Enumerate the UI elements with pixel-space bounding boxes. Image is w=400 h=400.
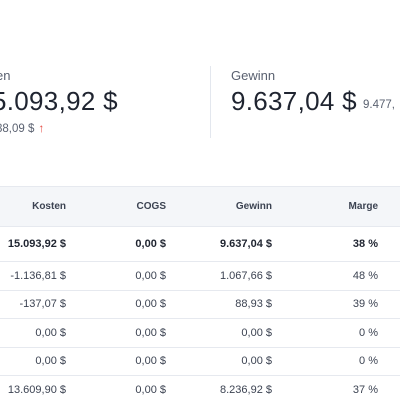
cell-kosten: -137,07 $: [0, 290, 66, 319]
column-header-marge[interactable]: Marge: [348, 201, 378, 212]
cell-gewinn: 88,93 $: [166, 290, 272, 319]
cell-gewinn: 0,00 $: [166, 318, 272, 348]
kpi-previous-value: 88,09 $: [0, 123, 35, 135]
arrow-up-icon: ↑: [38, 121, 45, 135]
cell-cogs: 0,00 $: [66, 347, 166, 376]
cell-kosten: 15.093,92 $: [0, 226, 66, 262]
kpi-value: 5.093,92 $: [0, 86, 118, 116]
cell-spacer: [378, 261, 400, 291]
cell-gewinn: 8.236,92 $: [166, 375, 272, 400]
profit-table: Kosten COGS Gewinn Marge 15.093,92 $ 0,0…: [0, 186, 400, 400]
kpi-card-kosten: en 5.093,92 $ 88,09 $↑: [0, 0, 210, 160]
column-header-cogs[interactable]: COGS: [136, 201, 166, 212]
cell-cogs: 0,00 $: [66, 226, 166, 262]
table-row[interactable]: 0,00 $ 0,00 $ 0,00 $ 0 %: [0, 347, 400, 376]
cell-cogs: 0,00 $: [66, 261, 166, 291]
cell-marge: 37 %: [272, 375, 378, 400]
table-header-row: Kosten COGS Gewinn Marge: [0, 186, 400, 227]
cell-cogs: 0,00 $: [66, 318, 166, 348]
column-header-kosten[interactable]: Kosten: [32, 201, 66, 212]
kpi-label: Gewinn: [231, 68, 276, 83]
kpi-label: en: [0, 68, 11, 83]
cell-kosten: -1.136,81 $: [0, 261, 66, 291]
column-spacer: [378, 187, 400, 227]
cell-cogs: 0,00 $: [66, 290, 166, 319]
cell-cogs: 0,00 $: [66, 375, 166, 400]
cell-marge: 48 %: [272, 261, 378, 291]
cell-kosten: 0,00 $: [0, 347, 66, 376]
column-header-gewinn[interactable]: Gewinn: [235, 201, 272, 212]
kpi-previous: 88,09 $↑: [0, 121, 44, 135]
cell-kosten: 13.609,90 $: [0, 375, 66, 400]
cell-spacer: [378, 226, 400, 262]
cell-gewinn: 1.067,66 $: [166, 261, 272, 291]
kpi-value: 9.637,04 $: [231, 86, 357, 116]
cell-kosten: 0,00 $: [0, 318, 66, 348]
cell-spacer: [378, 347, 400, 376]
table-row[interactable]: 13.609,90 $ 0,00 $ 8.236,92 $ 37 %: [0, 375, 400, 400]
cell-marge: 0 %: [272, 347, 378, 376]
cell-gewinn: 0,00 $: [166, 347, 272, 376]
cell-marge: 38 %: [272, 226, 378, 262]
cell-spacer: [378, 375, 400, 400]
kpi-previous-value: 9.477,: [363, 99, 395, 111]
cell-spacer: [378, 290, 400, 319]
table-total-row: 15.093,92 $ 0,00 $ 9.637,04 $ 38 %: [0, 226, 400, 262]
cell-spacer: [378, 318, 400, 348]
table-row[interactable]: -1.136,81 $ 0,00 $ 1.067,66 $ 48 %: [0, 261, 400, 291]
cell-marge: 39 %: [272, 290, 378, 319]
table-row[interactable]: 0,00 $ 0,00 $ 0,00 $ 0 %: [0, 318, 400, 348]
cell-gewinn: 9.637,04 $: [166, 226, 272, 262]
table-row[interactable]: -137,07 $ 0,00 $ 88,93 $ 39 %: [0, 290, 400, 319]
cell-marge: 0 %: [272, 318, 378, 348]
kpi-card-gewinn: Gewinn 9.637,04 $ 9.477,: [210, 66, 400, 138]
